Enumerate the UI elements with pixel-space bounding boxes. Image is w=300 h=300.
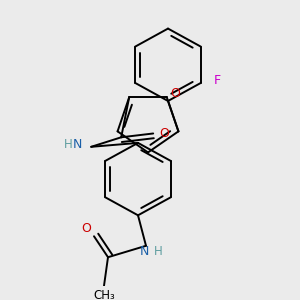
Text: O: O	[159, 127, 169, 140]
Text: N: N	[139, 245, 149, 258]
Text: O: O	[170, 87, 180, 100]
Text: H: H	[64, 138, 73, 152]
Text: H: H	[154, 245, 162, 258]
Text: F: F	[213, 74, 220, 88]
Text: N: N	[73, 138, 82, 152]
Text: O: O	[81, 222, 91, 235]
Text: CH₃: CH₃	[93, 289, 115, 300]
